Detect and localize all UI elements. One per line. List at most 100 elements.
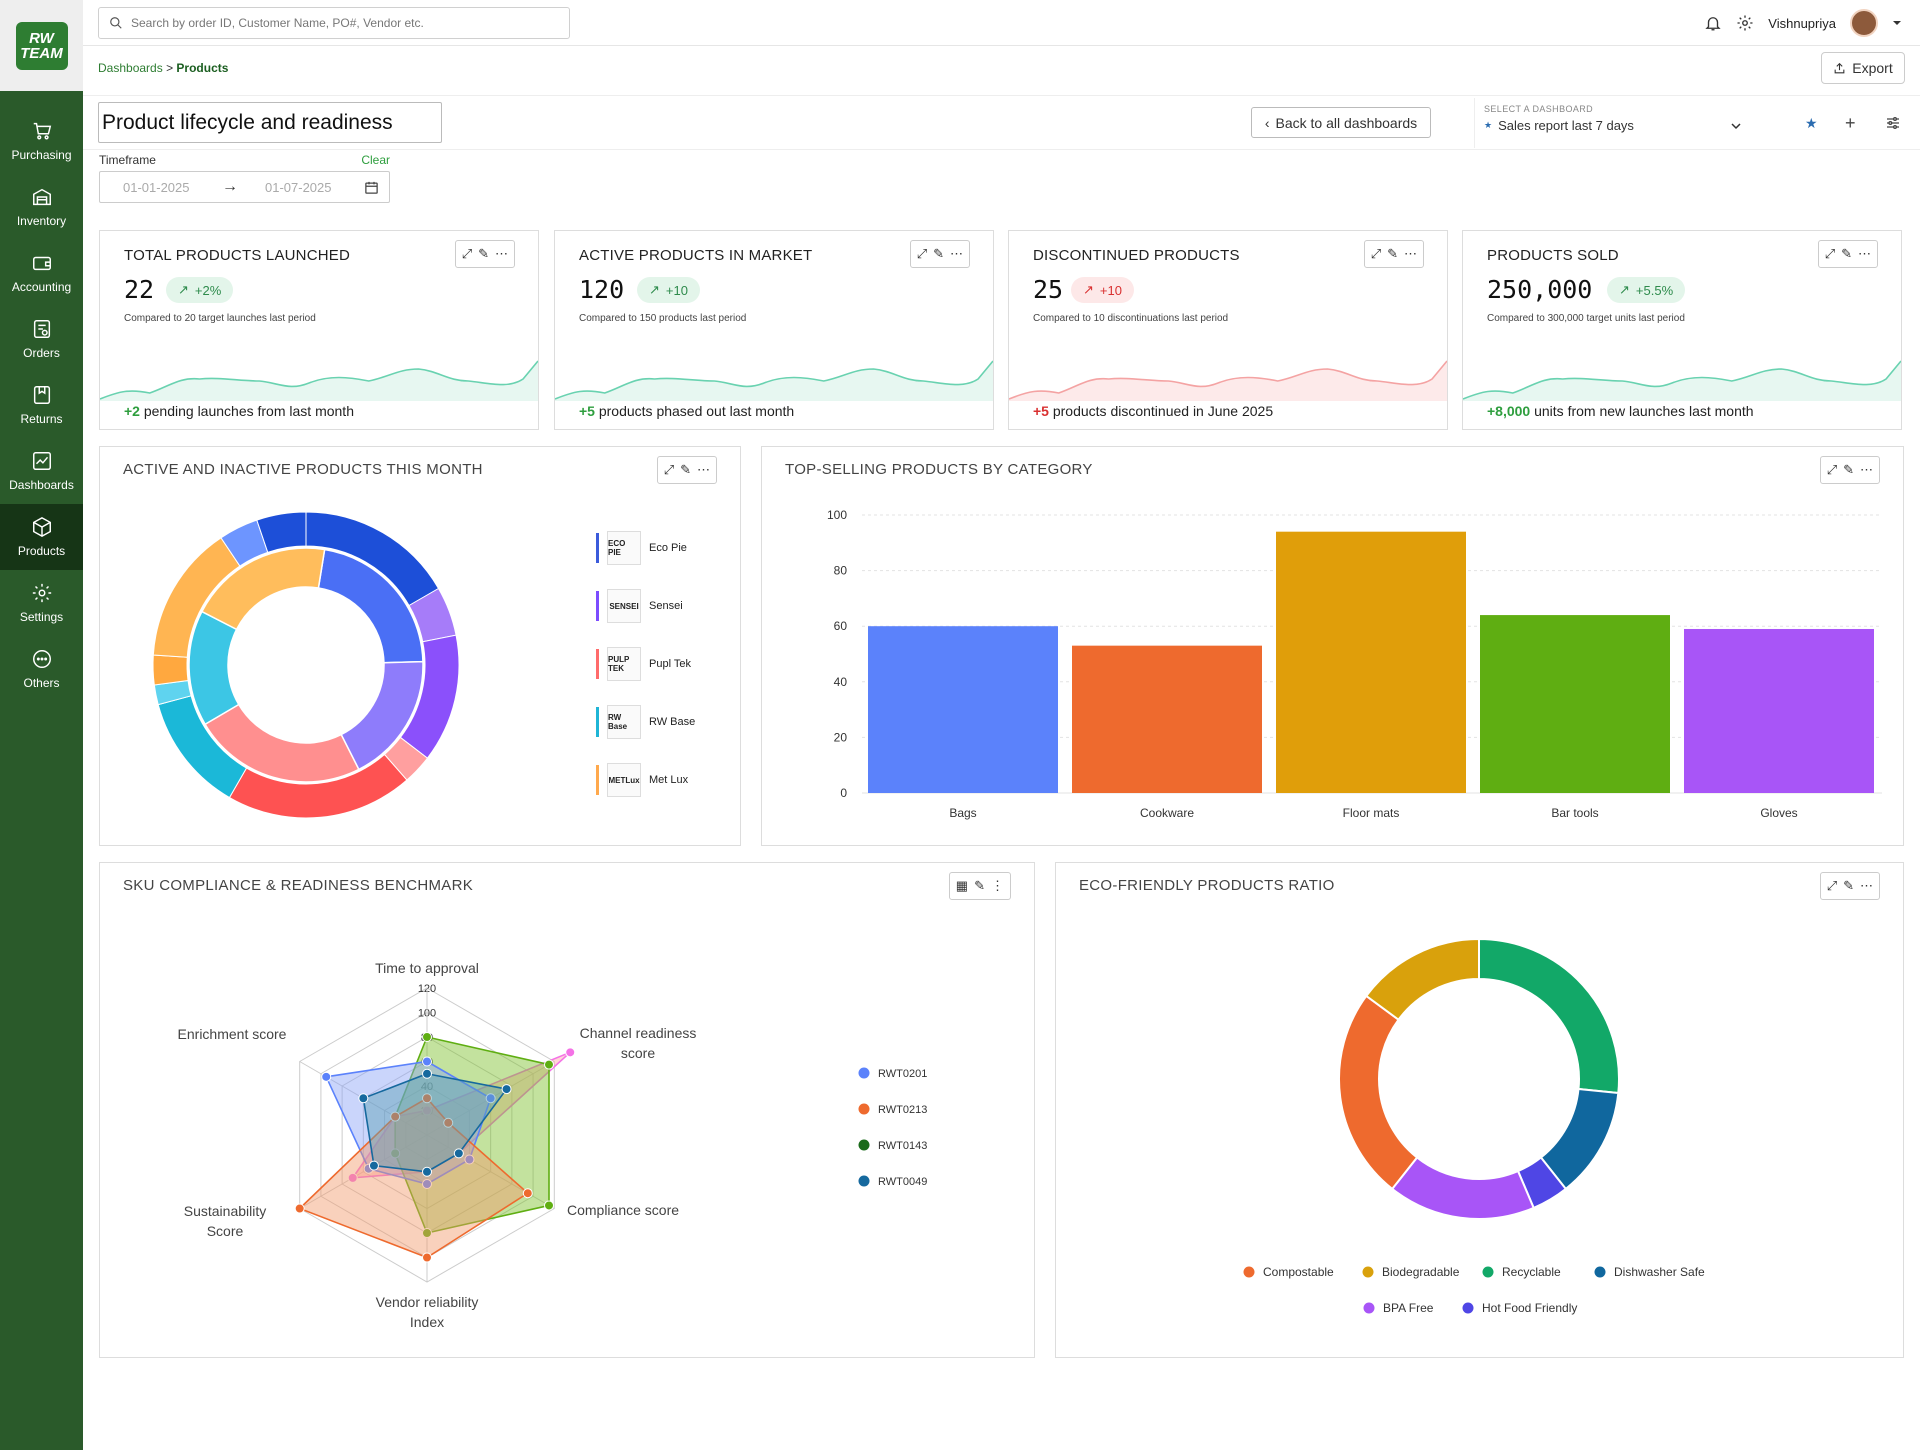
- card-toolbar: ⤢ ✎ ⋯: [909, 240, 970, 268]
- edit-icon[interactable]: ✎: [974, 878, 985, 893]
- dashboard-select[interactable]: SELECT A DASHBOARD ★ Sales report last 7…: [1474, 98, 1760, 148]
- expand-icon[interactable]: ⤢: [1370, 246, 1382, 261]
- edit-icon[interactable]: ✎: [1843, 878, 1854, 893]
- brand-legend-item[interactable]: RW Base RW Base: [596, 705, 695, 739]
- page-title[interactable]: Product lifecycle and readiness: [98, 102, 442, 143]
- cart-icon: [33, 122, 51, 140]
- bar: [868, 626, 1058, 793]
- legend-label: Dishwasher Safe: [1614, 1265, 1705, 1279]
- kpi-delta-badge: ↗ +10: [637, 277, 700, 303]
- card-toolbar: ▦ ✎ ⋮: [948, 872, 1011, 900]
- fullscreen-icon[interactable]: ▦: [955, 878, 969, 893]
- sparkline: [1463, 360, 1901, 401]
- radar-point: [453, 1148, 464, 1159]
- x-tick-label: Gloves: [1760, 806, 1797, 820]
- expand-icon[interactable]: ⤢: [1826, 462, 1838, 477]
- expand-icon[interactable]: ⤢: [461, 246, 473, 261]
- edit-icon[interactable]: ✎: [680, 462, 691, 477]
- sidebar-item-dashboards[interactable]: Dashboards: [0, 438, 83, 504]
- sidebar-item-label: Orders: [23, 346, 60, 360]
- calendar-icon[interactable]: [364, 180, 379, 195]
- radar-axis-label: Enrichment score: [178, 1026, 287, 1042]
- sidebar-item-returns[interactable]: Returns: [0, 372, 83, 438]
- avatar[interactable]: [1850, 9, 1878, 37]
- card-toolbar: ⤢ ✎ ⋯: [1819, 456, 1880, 484]
- sidebar-item-purchasing[interactable]: Purchasing: [0, 108, 83, 174]
- sidebar-item-label: Purchasing: [11, 148, 72, 162]
- sidebar-item-label: Settings: [19, 610, 64, 624]
- edit-icon[interactable]: ✎: [1843, 462, 1854, 477]
- radar-card: SKU COMPLIANCE & READINESS BENCHMARK ▦ ✎ ⋮…: [99, 862, 1035, 1358]
- more-icon[interactable]: ⋯: [1860, 878, 1873, 893]
- more-icon[interactable]: ⋯: [1404, 246, 1417, 261]
- expand-icon[interactable]: ⤢: [663, 462, 675, 477]
- breadcrumb-bar: Dashboards > Products Export: [83, 46, 1920, 96]
- gear-icon[interactable]: [1736, 14, 1754, 32]
- radar-axis-label: Vendor reliability Index: [376, 1294, 479, 1330]
- y-tick-label: 80: [834, 564, 848, 578]
- brand-legend-item[interactable]: ECO PIE Eco Pie: [596, 531, 687, 565]
- radar-point: [390, 1148, 401, 1159]
- back-to-dashboards-button[interactable]: ‹ Back to all dashboards: [1251, 107, 1431, 138]
- filter-sliders-icon[interactable]: [1885, 115, 1901, 131]
- edit-icon[interactable]: ✎: [1841, 246, 1852, 261]
- kebab-menu-icon[interactable]: ⋮: [991, 878, 1004, 893]
- more-icon[interactable]: ⋯: [1860, 462, 1873, 477]
- user-name[interactable]: Vishnupriya: [1768, 15, 1836, 31]
- sidebar-item-orders[interactable]: Orders: [0, 306, 83, 372]
- kpi-delta: +2%: [194, 282, 222, 298]
- edit-icon[interactable]: ✎: [933, 246, 944, 261]
- legend-dot: [1363, 1302, 1375, 1314]
- clear-timeframe-link[interactable]: Clear: [361, 153, 390, 167]
- legend-dot: [1594, 1266, 1606, 1278]
- radar-point: [443, 1117, 454, 1128]
- bar-chart-card: TOP-SELLING PRODUCTS BY CATEGORY ⤢ ✎ ⋯ 0 20…: [761, 446, 1904, 846]
- export-label: Export: [1852, 60, 1893, 76]
- bell-icon[interactable]: [1704, 14, 1722, 32]
- sunburst-outer-slice: [256, 511, 307, 553]
- add-icon[interactable]: +: [1845, 113, 1856, 133]
- more-icon[interactable]: ⋯: [950, 246, 963, 261]
- start-date[interactable]: 01-01-2025: [123, 179, 190, 195]
- brand-name: RW Base: [649, 716, 696, 728]
- radar-point: [422, 1228, 432, 1238]
- brand-legend-item[interactable]: PULP TEK Pupl Tek: [596, 647, 691, 681]
- more-icon[interactable]: ⋯: [1858, 246, 1871, 261]
- brand-logo: METLux: [607, 763, 641, 797]
- expand-icon[interactable]: ⤢: [1826, 878, 1838, 893]
- chart-icon: [32, 452, 51, 470]
- kpi-delta-badge: ↗ +2%: [166, 277, 234, 303]
- donut-slice: [1338, 994, 1419, 1191]
- brand-color-bar: [596, 591, 599, 621]
- sidebar-item-accounting[interactable]: Accounting: [0, 240, 83, 306]
- kpi-footnote: +5 products phased out last month: [579, 403, 794, 419]
- radar-axis-label: Sustainability Score: [184, 1203, 267, 1239]
- logo-box[interactable]: RW TEAM: [0, 0, 83, 91]
- date-range-picker[interactable]: 01-01-2025 → 01-07-2025: [99, 171, 390, 203]
- search-input[interactable]: Search by order ID, Customer Name, PO#, …: [98, 7, 570, 39]
- expand-icon[interactable]: ⤢: [1824, 246, 1836, 261]
- kpi-delta: +10: [1099, 282, 1122, 298]
- brand-legend-item[interactable]: SENSEI Sensei: [596, 589, 683, 623]
- end-date[interactable]: 01-07-2025: [265, 179, 332, 195]
- more-icon: [32, 650, 51, 668]
- warehouse-icon: [32, 188, 51, 206]
- app-logo[interactable]: RW TEAM: [15, 21, 68, 70]
- sidebar-item-label: Dashboards: [9, 478, 74, 492]
- favorite-star-icon[interactable]: ★: [1805, 115, 1818, 131]
- brand-legend-item[interactable]: METLux Met Lux: [596, 763, 688, 797]
- edit-icon[interactable]: ✎: [478, 246, 489, 261]
- breadcrumb-root[interactable]: Dashboards: [98, 61, 163, 75]
- export-button[interactable]: Export: [1821, 52, 1905, 84]
- edit-icon[interactable]: ✎: [1387, 246, 1398, 261]
- sidebar-item-products[interactable]: Products: [0, 504, 83, 570]
- sidebar-item-settings[interactable]: Settings: [0, 570, 83, 636]
- more-icon[interactable]: ⋯: [495, 246, 508, 261]
- more-icon[interactable]: ⋯: [697, 462, 710, 477]
- expand-icon[interactable]: ⤢: [916, 246, 928, 261]
- sidebar-item-others[interactable]: Others: [0, 636, 83, 702]
- caret-down-icon[interactable]: [1892, 18, 1902, 28]
- brand-name: Eco Pie: [649, 542, 687, 554]
- sidebar-item-inventory[interactable]: Inventory: [0, 174, 83, 240]
